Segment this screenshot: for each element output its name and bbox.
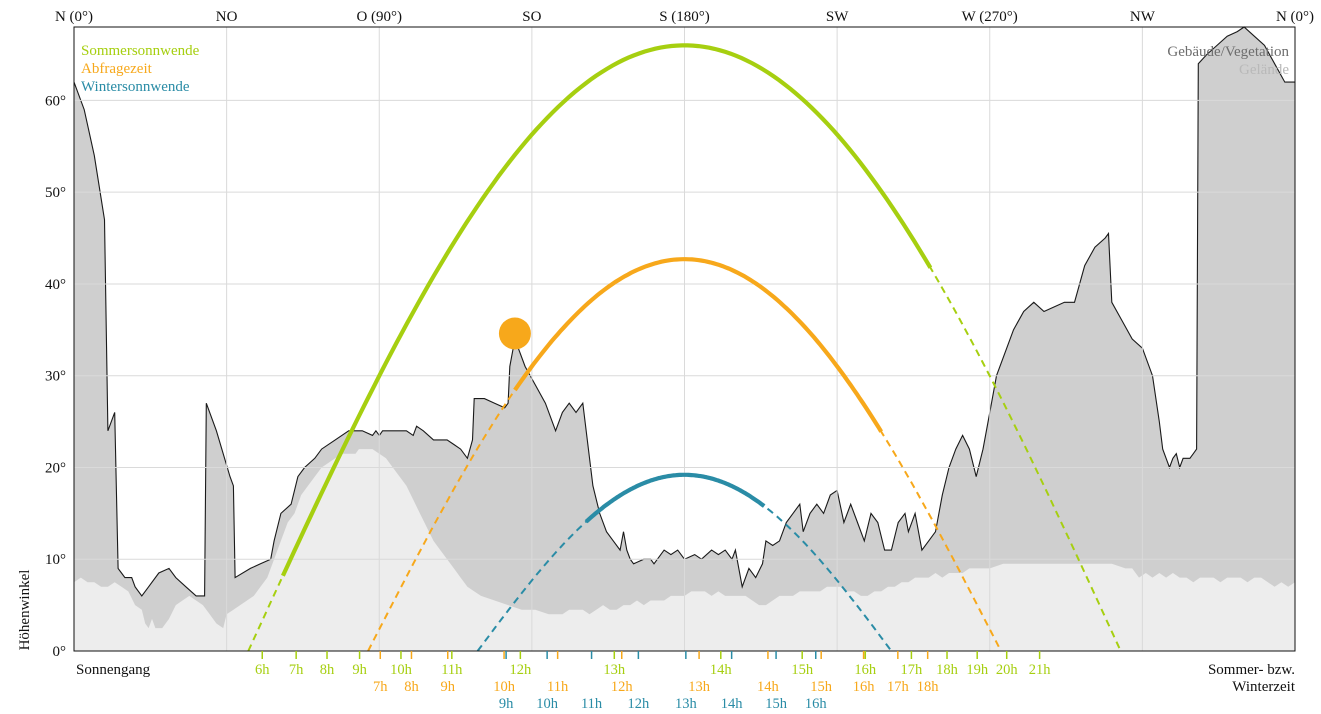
current-sun-marker [498, 317, 531, 350]
y-tick-label: 30° [45, 369, 66, 385]
hour-label: 14h [721, 696, 744, 712]
hour-label: 13h [675, 696, 698, 712]
sun-paths [247, 43, 1122, 652]
hour-label: 16h [853, 679, 876, 695]
buildings-outline [73, 26, 1295, 597]
hour-label: 8h [404, 679, 419, 695]
legend-item: Sommersonnwende [81, 43, 200, 59]
direction-label: N (0°) [1276, 9, 1314, 25]
direction-label: W (270°) [962, 9, 1018, 25]
hour-label: 16h [805, 696, 828, 712]
hour-label: 12h [611, 679, 634, 695]
direction-label: SO [522, 9, 541, 25]
timezone-label: Sommer- bzw. [1208, 662, 1295, 678]
hour-label: 19h [966, 662, 989, 678]
timezone-label: Winterzeit [1232, 679, 1296, 695]
axis-labels: N (0°) NO O (90°) SO S (180°) SW W (270°) NW N (… [17, 9, 1314, 695]
hour-label: 15h [810, 679, 833, 695]
direction-label: NO [216, 9, 238, 25]
direction-label: N (0°) [55, 9, 93, 25]
hour-label: 16h [854, 662, 877, 678]
hour-label: 17h [887, 679, 910, 695]
hour-label: 14h [710, 662, 733, 678]
hour-label: 21h [1029, 662, 1052, 678]
hour-label: 18h [936, 662, 959, 678]
legend-item: Gebäude/Vegetation [1167, 44, 1289, 60]
hour-label: 10h [390, 662, 413, 678]
y-tick-label: 50° [45, 185, 66, 201]
y-axis-title: Höhenwinkel [17, 570, 33, 651]
hour-label: 10h [493, 679, 516, 695]
hour-label: 18h [917, 679, 940, 695]
y-tick-label: 60° [45, 93, 66, 109]
legend-item: Abfragezeit [81, 61, 153, 77]
hour-label: 11h [441, 662, 463, 678]
hour-label: 7h [373, 679, 388, 695]
legend-item: Wintersonnwende [81, 79, 190, 95]
hour-label: 13h [603, 662, 626, 678]
y-tick-label: 20° [45, 460, 66, 476]
hour-labels: 6h 7h 8h 9h 10h 11h 12h 13h 14h 15h 16h 17h 18h 19h 20… [255, 651, 1051, 712]
sun-path-visible [513, 257, 883, 433]
legend: Sommersonnwende Abfragezeit Wintersonnwend… [81, 43, 1289, 95]
hour-label: 17h [901, 662, 924, 678]
legend-item: Gelände [1239, 62, 1289, 78]
direction-label: S (180°) [659, 9, 710, 25]
plot-border [73, 26, 1296, 652]
hour-label: 9h [352, 662, 367, 678]
y-tick-label: 10° [45, 552, 66, 568]
hour-label: 11h [581, 696, 603, 712]
hour-label: 15h [765, 696, 788, 712]
plot-frame [73, 26, 1296, 652]
hour-label: 11h [547, 679, 569, 695]
direction-label: SW [826, 9, 849, 25]
sun-path-visible [584, 472, 766, 524]
direction-label: NW [1130, 9, 1156, 25]
hour-label: 14h [757, 679, 780, 695]
hour-label: 12h [509, 662, 532, 678]
hour-label: 20h [996, 662, 1019, 678]
hour-label: 10h [536, 696, 559, 712]
direction-label: O (90°) [356, 9, 402, 25]
hour-label: 8h [320, 662, 335, 678]
hour-label: 7h [289, 662, 304, 678]
hour-label: 15h [791, 662, 814, 678]
sun-path-visible [280, 43, 933, 577]
hour-label: 9h [441, 679, 456, 695]
sunpath-label: Sonnengang [76, 662, 151, 678]
y-tick-label: 40° [45, 277, 66, 293]
hour-label: 13h [688, 679, 711, 695]
y-tick-label: 0° [53, 644, 67, 660]
hour-label: 12h [627, 696, 650, 712]
hour-label: 6h [255, 662, 270, 678]
hour-label: 9h [499, 696, 514, 712]
